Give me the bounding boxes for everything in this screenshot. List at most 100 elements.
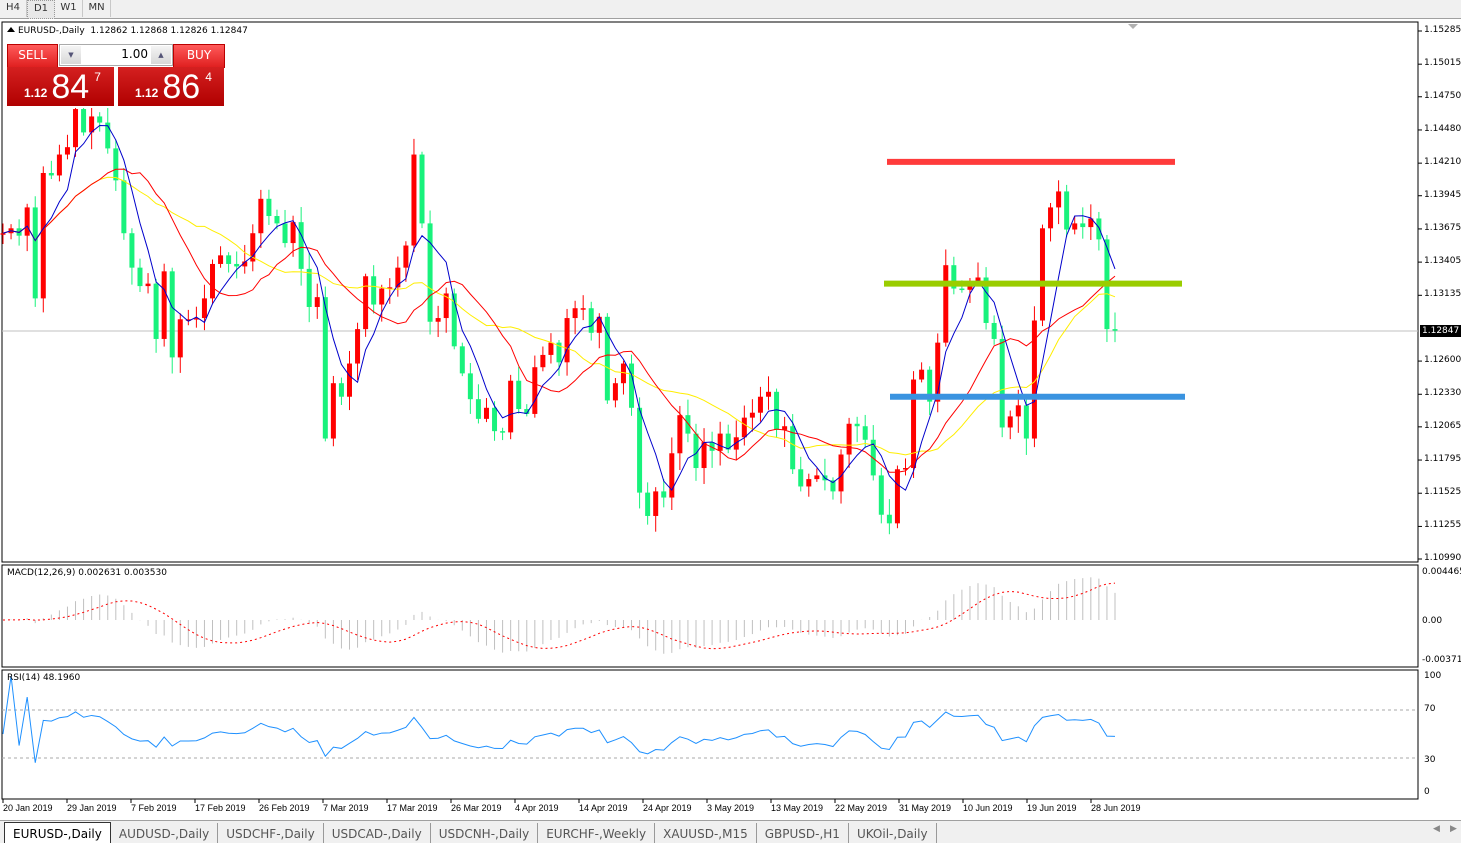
sell-button[interactable]: SELL <box>7 44 58 68</box>
candle-bearish <box>459 346 465 374</box>
price-axis-label: 1.12600 <box>1424 355 1461 366</box>
candle-bearish <box>1096 218 1102 240</box>
candle-bearish <box>774 391 780 430</box>
chart-header: EURUSD-,Daily 1.12862 1.12868 1.12826 1.… <box>7 26 248 36</box>
buy-button[interactable]: BUY <box>173 44 225 68</box>
candle-bullish <box>508 380 514 433</box>
candle-bearish <box>604 316 610 401</box>
rsi-axis-70: 70 <box>1424 704 1436 714</box>
candle-bearish <box>322 297 328 439</box>
date-axis-label: 4 Apr 2019 <box>515 803 559 813</box>
sell-price-button[interactable]: 1.12 84 7 <box>7 67 114 106</box>
candle-bearish <box>685 415 691 434</box>
tabs-scroll-right-icon[interactable]: ▶ <box>1450 824 1457 834</box>
candle-bearish <box>475 399 481 419</box>
candle-bearish <box>451 293 457 347</box>
candle-bullish <box>250 233 256 262</box>
candle-bullish <box>838 454 844 492</box>
axis-ticks <box>2 30 1422 803</box>
candle-bearish <box>105 122 111 149</box>
macd-axis-zero: 0.00 <box>1422 616 1443 626</box>
chart-canvas[interactable] <box>0 0 1461 820</box>
candle-bullish <box>24 207 30 236</box>
tab-eurchf-weekly[interactable]: EURCHF-,Weekly <box>538 823 656 843</box>
timeframe-d1[interactable]: D1 <box>27 0 55 19</box>
price-axis-label: 1.12330 <box>1424 388 1461 399</box>
candle-bearish <box>959 288 965 291</box>
lot-size-value[interactable]: 1.00 <box>121 47 148 61</box>
tabs-scroll-left-icon[interactable]: ◀ <box>1433 824 1440 834</box>
price-axis-label: 1.11795 <box>1424 454 1461 465</box>
ma-fast-line <box>2 125 1116 492</box>
rsi-axis-0: 0 <box>1424 787 1430 797</box>
candle-bearish <box>878 475 884 515</box>
candle-bullish <box>677 415 683 454</box>
chart-tabs: EURUSD-,Daily AUDUSD-,Daily USDCHF-,Daily U… <box>0 820 1461 843</box>
candle-bullish <box>355 329 361 364</box>
timeframe-mn[interactable]: MN <box>83 0 111 17</box>
rsi-series <box>2 675 1116 763</box>
candle-bullish <box>669 453 675 498</box>
timeframe-w1[interactable]: W1 <box>55 0 83 17</box>
candle-bearish <box>1023 405 1029 439</box>
ma-slow-line <box>2 176 1116 456</box>
timeframe-h4[interactable]: H4 <box>0 0 27 17</box>
candle-bearish <box>790 426 796 470</box>
date-axis-label: 31 May 2019 <box>899 803 952 813</box>
rsi-line <box>2 675 1116 763</box>
candle-bearish <box>129 233 135 268</box>
tab-usdchf-daily[interactable]: USDCHF-,Daily <box>218 823 324 843</box>
candle-bearish <box>709 442 715 451</box>
lot-increase-icon[interactable]: ▲ <box>151 46 171 64</box>
candle-bullish <box>919 369 925 380</box>
tab-audusd-daily[interactable]: AUDUSD-,Daily <box>111 823 219 843</box>
candle-bullish <box>717 433 723 451</box>
candle-bearish <box>983 277 989 323</box>
tab-eurusd-daily[interactable]: EURUSD-,Daily <box>4 822 111 843</box>
price-axis-label: 1.12065 <box>1424 420 1461 431</box>
tab-gbpusd-h1[interactable]: GBPUSD-,H1 <box>757 823 849 843</box>
candle-bullish <box>218 255 224 264</box>
candle-bearish <box>1080 223 1086 228</box>
tab-ukoil-daily[interactable]: UKOil-,Daily <box>849 823 937 843</box>
candle-bullish <box>564 318 570 363</box>
lot-size-input[interactable]: ▼ 1.00 ▲ <box>59 44 173 66</box>
candle-bearish <box>999 338 1005 428</box>
candle-bullish <box>435 318 441 322</box>
rsi-axis-30: 30 <box>1424 755 1436 765</box>
candle-bullish <box>902 468 908 470</box>
rsi-axis-100: 100 <box>1424 671 1442 681</box>
candle-bullish <box>210 263 216 299</box>
date-axis-label: 26 Mar 2019 <box>451 803 502 813</box>
buy-price-button[interactable]: 1.12 86 4 <box>118 67 224 106</box>
rsi-label: RSI(14) 48.1960 <box>7 673 81 683</box>
date-axis-label: 7 Feb 2019 <box>131 803 177 813</box>
lot-decrease-icon[interactable]: ▼ <box>61 46 81 64</box>
candle-bearish <box>927 369 933 402</box>
tab-xauusd-m15[interactable]: XAUUSD-,M15 <box>655 823 757 843</box>
buy-price-pips: 86 <box>162 68 201 106</box>
candle-bullish <box>1088 218 1094 228</box>
candle-bearish <box>338 383 344 397</box>
candle-bullish <box>395 267 401 288</box>
candle-bearish <box>693 433 699 469</box>
collapse-triangle-icon[interactable] <box>7 27 15 32</box>
tab-usdcnh-daily[interactable]: USDCNH-,Daily <box>431 823 539 843</box>
candle-bullish <box>73 109 79 148</box>
candle-bullish <box>1056 191 1062 208</box>
candle-bearish <box>661 491 667 498</box>
candle-bullish <box>814 475 820 480</box>
candle-bullish <box>89 116 95 133</box>
tab-usdcad-daily[interactable]: USDCAD-,Daily <box>324 823 431 843</box>
candle-bullish <box>290 222 296 244</box>
candle-bullish <box>387 287 393 289</box>
candle-bearish <box>306 268 312 307</box>
candle-bearish <box>951 265 957 289</box>
candle-bullish <box>258 198 264 234</box>
date-axis-label: 24 Apr 2019 <box>643 803 692 813</box>
candle-bullish <box>620 363 626 384</box>
candle-bearish <box>725 433 731 450</box>
macd-signal-line <box>2 582 1116 650</box>
candle-bullish <box>757 396 763 413</box>
chart-shift-marker[interactable] <box>1128 24 1138 29</box>
